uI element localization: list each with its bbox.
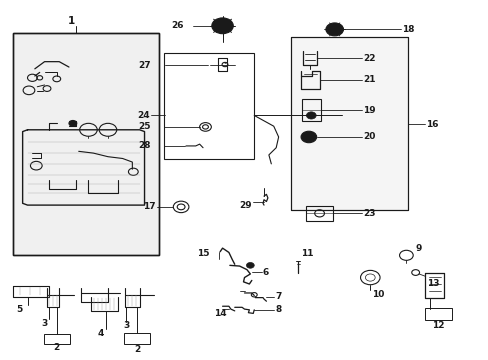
Bar [124,333,150,344]
Text: 18: 18 [401,25,414,34]
Text: 17: 17 [143,202,156,211]
Bar [302,99,320,121]
Text: 22: 22 [362,54,375,63]
Bar [13,33,159,255]
Text: 25: 25 [138,122,151,131]
Circle shape [301,131,316,143]
Bar [163,53,254,159]
Bar [13,33,159,255]
Circle shape [69,121,77,126]
Text: 19: 19 [362,105,375,114]
Text: 12: 12 [431,321,444,330]
Text: 4: 4 [97,329,103,338]
Bar [424,309,451,320]
Circle shape [246,262,254,268]
Text: 23: 23 [362,209,375,218]
Circle shape [306,112,316,119]
Text: 27: 27 [138,61,151,70]
Text: 2: 2 [54,343,60,352]
Text: 3: 3 [41,319,48,328]
Circle shape [211,18,233,34]
Text: 8: 8 [275,305,281,314]
Text: 5: 5 [16,305,22,314]
Text: 15: 15 [197,249,209,258]
Text: 29: 29 [239,201,252,210]
Text: 7: 7 [275,292,281,301]
Text: 6: 6 [262,268,268,277]
Text: 16: 16 [426,120,438,129]
Text: 11: 11 [300,249,312,258]
Text: 9: 9 [414,244,421,253]
Text: 13: 13 [426,279,439,288]
Text: 3: 3 [123,321,129,330]
Text: 28: 28 [138,141,151,150]
Text: 24: 24 [137,111,149,120]
Text: 10: 10 [371,289,384,298]
Bar [290,37,407,211]
Bar [43,334,70,344]
Text: 2: 2 [134,345,140,354]
Circle shape [325,23,343,36]
Bar [306,206,332,221]
Text: 1: 1 [68,17,75,27]
Text: 26: 26 [171,21,183,30]
Text: 20: 20 [362,132,375,141]
Text: 14: 14 [213,309,226,318]
Text: 21: 21 [362,75,375,84]
Bar [290,37,407,211]
